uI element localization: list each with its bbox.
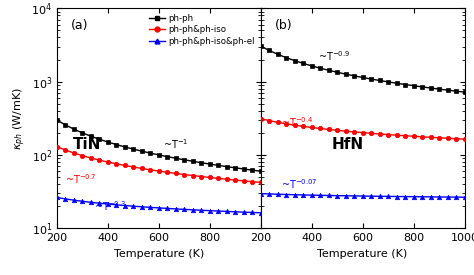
Text: (b): (b)	[275, 19, 292, 32]
Y-axis label: $\kappa_{ph}$ (W/mK): $\kappa_{ph}$ (W/mK)	[12, 87, 28, 150]
Text: TiN: TiN	[73, 137, 101, 152]
Text: ~T$^{-0.9}$: ~T$^{-0.9}$	[318, 49, 350, 63]
Text: ~T$^{-0.4}$: ~T$^{-0.4}$	[281, 115, 313, 129]
X-axis label: Temperature (K): Temperature (K)	[114, 249, 204, 259]
Text: ~T$^{-0.3}$: ~T$^{-0.3}$	[93, 199, 126, 213]
Text: ~T$^{-0.7}$: ~T$^{-0.7}$	[65, 172, 97, 186]
Text: (a): (a)	[71, 19, 89, 32]
X-axis label: Temperature (K): Temperature (K)	[318, 249, 408, 259]
Legend: ph-ph, ph-ph&ph-iso, ph-ph&ph-iso&ph-el: ph-ph, ph-ph&ph-iso, ph-ph&ph-iso&ph-el	[147, 13, 256, 47]
Text: ~T$^{-1}$: ~T$^{-1}$	[163, 137, 189, 151]
Text: ~T$^{-0.07}$: ~T$^{-0.07}$	[281, 177, 318, 191]
Text: HfN: HfN	[332, 137, 364, 152]
